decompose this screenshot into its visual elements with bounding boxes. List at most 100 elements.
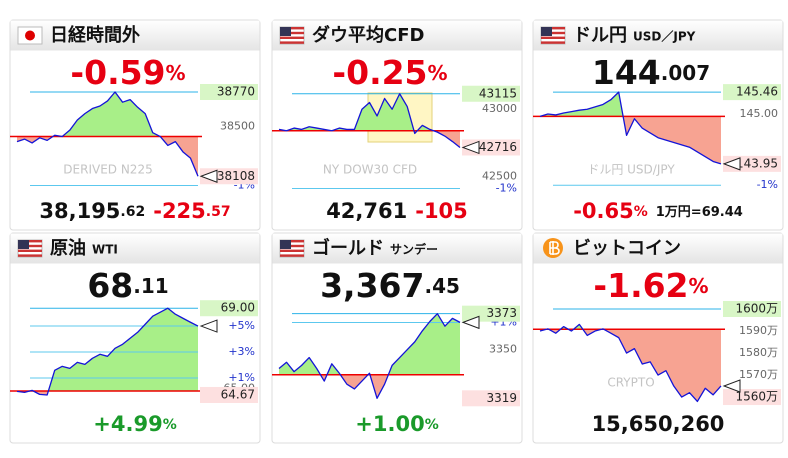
y-tick-label: 1590万 xyxy=(739,324,778,337)
price-line xyxy=(278,313,461,399)
high-label: 1600万 xyxy=(735,302,778,316)
area-up xyxy=(279,313,460,375)
panel-header xyxy=(272,233,522,264)
panel-title: 日経時間外 xyxy=(50,24,140,46)
footer: 15,650,260 xyxy=(592,412,725,436)
last-price-arrow xyxy=(461,315,480,330)
headline-value: 68 xyxy=(87,266,133,305)
low-label: 42716 xyxy=(479,140,517,154)
price-line xyxy=(278,93,461,148)
price-line xyxy=(539,323,722,403)
area-up xyxy=(540,92,721,117)
high-box xyxy=(462,85,520,102)
footer-value: +1.00 xyxy=(355,412,424,436)
footer-value: -0.65 xyxy=(573,199,634,223)
watermark: DERIVED N225 xyxy=(63,163,152,177)
headline-value: -0.25 xyxy=(332,53,427,92)
watermark: CRYPTO xyxy=(607,376,654,390)
high-label: 43115 xyxy=(479,86,517,100)
panel-frames xyxy=(9,19,784,444)
flag-us xyxy=(279,26,305,45)
area-down xyxy=(540,116,721,164)
panel-subtitle: サンデー xyxy=(390,242,438,257)
footer-value: 1万円=69.44 xyxy=(656,205,743,220)
panel-header xyxy=(10,20,260,51)
pct-label: -1% xyxy=(496,181,517,194)
low-label: 38108 xyxy=(217,169,255,183)
watermark: ドル円 USD/JPY xyxy=(587,163,675,177)
flag-us xyxy=(540,26,566,45)
footer-value: 15,650,260 xyxy=(592,412,725,436)
panel-header xyxy=(533,20,783,51)
panel-title: ビットコイン xyxy=(573,238,681,259)
area-down xyxy=(540,329,721,402)
y-tick-label: 38500 xyxy=(220,119,255,132)
area-down xyxy=(279,130,460,148)
high-box xyxy=(723,84,781,101)
flag-japan xyxy=(17,26,43,45)
footer-value: +4.99 xyxy=(93,412,162,436)
footer: +4.99% xyxy=(93,412,176,436)
panel: ドル円 USD／JPY 144.007 ドル円 USD/JPY -1% 145.00 145… xyxy=(533,25,781,223)
low-label: 3319 xyxy=(486,391,517,405)
panel-border xyxy=(271,232,523,444)
area-up xyxy=(17,308,198,391)
footer: 38,195.62 -225.57 xyxy=(39,199,230,223)
panel: ダウ平均CFD -0.25% NY DOW30 CFD -1% 43000 42500 43… xyxy=(272,24,520,223)
y-tick-label: 1580万 xyxy=(739,346,778,359)
price-line xyxy=(539,91,722,165)
headline-value: -0.59 xyxy=(70,53,165,92)
pct-label: +1% xyxy=(228,371,255,384)
last-price-arrow xyxy=(199,169,218,183)
footer: +1.00% xyxy=(355,412,438,436)
low-box xyxy=(462,390,520,407)
footer-value: 42,761 xyxy=(326,199,407,223)
panel-header xyxy=(533,233,783,264)
y-tick-label: 145.00 xyxy=(740,107,779,120)
pct-label: +3% xyxy=(228,345,255,358)
high-box xyxy=(200,300,258,317)
y-tick-label: 42500 xyxy=(482,170,517,183)
area-up xyxy=(279,93,460,131)
panel-subtitle: USD／JPY xyxy=(633,29,696,44)
high-label: 3373 xyxy=(486,306,517,320)
low-box xyxy=(200,386,258,403)
footer: -0.65% 1万円=69.44 xyxy=(573,199,743,223)
pct-label: -1% xyxy=(757,178,778,191)
headline-suffix: % xyxy=(689,274,709,298)
price-line xyxy=(16,91,199,177)
panel-title: ドル円 xyxy=(573,25,627,46)
headline: 68.11 xyxy=(87,266,168,305)
headline-value: 3,367 xyxy=(320,266,424,305)
panel: 日経時間外-0.59%DERIVED N225-1%38500387703810… xyxy=(10,24,258,223)
last-price-arrow xyxy=(461,140,480,155)
panel-header xyxy=(272,20,522,51)
y-tick-label: 1570万 xyxy=(739,368,778,381)
headline-value: 144 xyxy=(592,53,661,92)
bitcoin-icon xyxy=(543,238,563,258)
price-line xyxy=(16,307,199,396)
footer-suffix: % xyxy=(163,417,177,433)
panel-title: 原油 xyxy=(50,237,86,259)
last-price-arrow xyxy=(722,379,741,393)
panel: ビットコイン -1.62% CRYPTO 1590万 1580万 1570万 1600万 15… xyxy=(533,238,781,436)
footer-suffix: % xyxy=(425,417,439,433)
flag-us xyxy=(17,239,43,258)
panel-title: ゴールド xyxy=(312,237,384,259)
y-tick-label: 3350 xyxy=(489,343,517,356)
headline: -0.59% xyxy=(70,53,185,92)
headline-suffix: .11 xyxy=(133,274,168,298)
low-label: 64.67 xyxy=(221,387,255,401)
area-up xyxy=(17,92,198,137)
mini-chart: ドル円 USD/JPY -1% 145.00 145.46 143.95 xyxy=(533,84,781,191)
flag-us xyxy=(279,239,305,258)
low-box xyxy=(723,389,781,406)
mini-chart: NY DOW30 CFD -1% 43000 42500 43115 42716 xyxy=(272,85,520,194)
headline: -0.25% xyxy=(332,53,447,92)
panel: 原油WTI68.11WTI原油先物+5%+3%+1%65.0069.0064.6… xyxy=(10,237,258,436)
footer-suffix: .57 xyxy=(206,204,231,220)
